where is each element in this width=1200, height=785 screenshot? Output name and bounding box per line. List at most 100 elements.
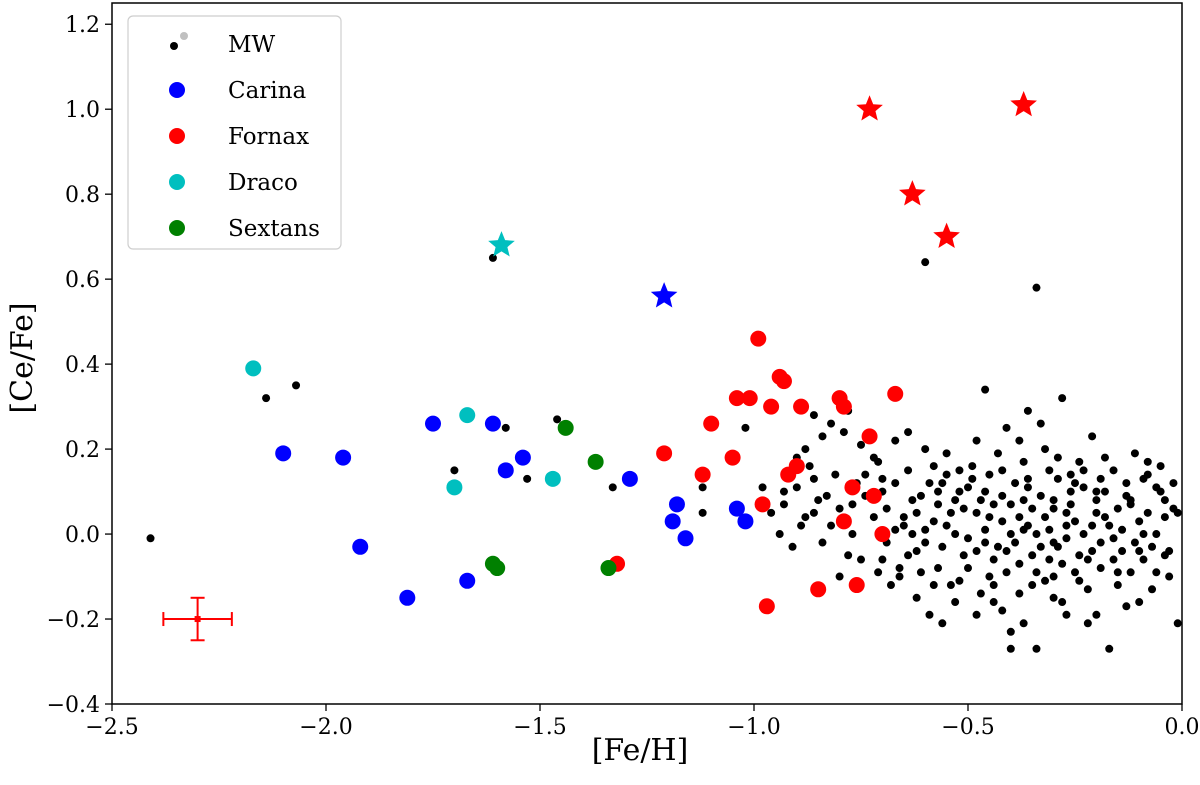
mw-point [998, 517, 1007, 526]
sextans-point [600, 560, 617, 577]
draco-point [459, 407, 476, 424]
mw-point [985, 572, 994, 581]
carina-point [484, 415, 501, 432]
mw-point [779, 487, 788, 496]
mw-point [964, 534, 972, 543]
mw-point [1062, 534, 1071, 543]
mw-point [869, 513, 878, 522]
mw-point [946, 508, 955, 517]
legend-marker-mw [170, 42, 178, 50]
mw-point [921, 538, 930, 547]
mw-point [1156, 462, 1165, 471]
draco-point [245, 360, 262, 377]
mw-point [993, 449, 1002, 458]
carina-point [459, 572, 476, 589]
mw-point [1130, 449, 1139, 458]
legend-marker-draco [169, 174, 185, 190]
mw-point [1148, 585, 1157, 594]
x-axis-label: [Fe/H] [592, 733, 689, 768]
mw-point [912, 547, 921, 556]
mw-point [1058, 394, 1067, 403]
mw-point [934, 564, 943, 573]
mw-point [779, 500, 788, 509]
mw-point [1041, 445, 1050, 454]
mw-point [899, 513, 908, 522]
mw-point [891, 436, 900, 445]
mw-point [1015, 559, 1024, 568]
mw-point [1062, 508, 1071, 517]
mw-point [857, 555, 865, 564]
mw-point [831, 470, 840, 479]
mw-point [1160, 513, 1169, 522]
mw-point [1100, 453, 1109, 462]
mw-point [809, 411, 818, 420]
fornax-star-point [856, 95, 883, 121]
fornax-point [703, 415, 720, 432]
mw-point [878, 474, 887, 483]
mw-point [1053, 453, 1062, 462]
mw-point [959, 504, 968, 513]
mw-point [921, 445, 930, 454]
mw-point [1023, 406, 1032, 415]
mw-point [934, 500, 943, 509]
mw-point [951, 530, 960, 539]
mw-point [908, 496, 917, 505]
carina-point [664, 513, 681, 530]
y-tick-label: 1.2 [65, 13, 100, 38]
mw-point [934, 487, 943, 496]
mw-point [827, 521, 836, 530]
mw-point [1028, 551, 1037, 560]
mw-point [797, 521, 806, 530]
mw-point [964, 564, 972, 573]
x-tick-label: 0.0 [1165, 715, 1200, 740]
fornax-point [848, 577, 865, 594]
mw-point [767, 508, 776, 517]
mw-point [1036, 491, 1045, 500]
mw-point [1088, 432, 1097, 441]
mw-point [1152, 483, 1161, 492]
mw-point [835, 504, 844, 513]
mw-point [1002, 547, 1011, 556]
mw-point [1071, 517, 1079, 526]
mw-point [1139, 555, 1148, 564]
mw-point [1062, 610, 1071, 619]
mw-point [1011, 538, 1020, 547]
mw-point [976, 496, 985, 505]
carina-point [514, 449, 531, 466]
legend: MW Carina Fornax Draco Sextans [127, 15, 342, 250]
mw-point [1071, 479, 1079, 488]
mw-point [741, 423, 750, 432]
mw-point [1006, 530, 1015, 539]
mw-point [1075, 551, 1084, 560]
mw-point [1079, 530, 1088, 539]
carina-point [668, 496, 685, 513]
mw-point [942, 449, 951, 458]
mw-point [857, 440, 865, 449]
mw-point [1019, 619, 1028, 628]
mw-point [904, 551, 913, 560]
carina-point [621, 470, 638, 487]
carina-star-point [650, 282, 678, 308]
fornax-point [844, 479, 861, 496]
mw-point [1143, 470, 1152, 479]
mw-point [998, 491, 1007, 500]
mw-point [839, 428, 848, 437]
mw-point [1118, 547, 1127, 556]
x-tick-label: −2.0 [299, 715, 352, 740]
mw-point [1122, 602, 1131, 611]
mw-point [895, 564, 904, 573]
mw-point [1066, 487, 1075, 496]
mw-point [1160, 551, 1169, 560]
carina-point [335, 449, 352, 466]
mw-point [916, 568, 925, 577]
mw-point [1113, 581, 1122, 590]
fornax-point [724, 449, 741, 466]
legend-marker-sextans [169, 220, 185, 236]
mw-point [1130, 538, 1139, 547]
mw-point [450, 466, 459, 475]
mw-point [972, 436, 981, 445]
mw-point [1045, 555, 1054, 564]
x-tick-label: −1.0 [727, 715, 780, 740]
mw-point [921, 525, 930, 534]
